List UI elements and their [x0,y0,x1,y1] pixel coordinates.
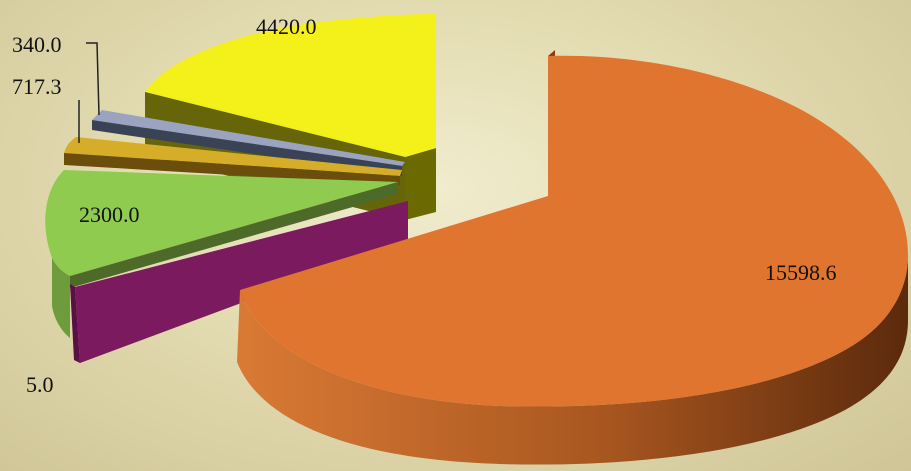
data-label-717: 717.3 [12,74,62,99]
slice-717 [64,137,402,185]
slice-2300-rim [52,258,70,338]
slice-15598-top [240,55,908,407]
slice-5 [70,201,408,363]
slice-5-edge [70,284,80,363]
slice-717-top [64,137,402,176]
data-label-5: 5.0 [26,372,54,397]
slice-340-top [92,110,405,166]
slice-15598-side [237,255,908,465]
slice-4420-top [145,14,436,157]
slice-2300-side [70,182,398,288]
slice-15598 [237,50,908,465]
data-label-2300: 2300.0 [79,202,140,227]
slice-5-face [75,201,408,363]
slice-340 [92,110,405,176]
data-label-15598: 15598.6 [765,260,837,285]
leader-line-340 [86,42,100,116]
slice-340-side [92,120,402,176]
slice-717-side [64,153,400,185]
data-label-4420: 4420.0 [256,14,317,39]
data-label-340: 340.0 [12,32,62,57]
slice-2300 [45,170,398,338]
slice-2300-top [45,170,398,276]
